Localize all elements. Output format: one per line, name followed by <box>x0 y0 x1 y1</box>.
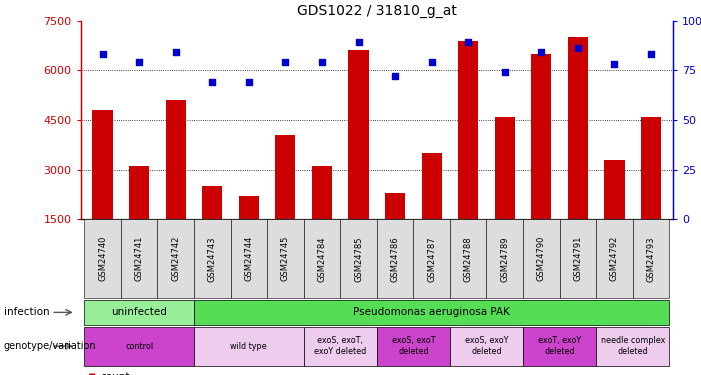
Text: infection: infection <box>4 308 49 317</box>
Text: Pseudomonas aeruginosa PAK: Pseudomonas aeruginosa PAK <box>353 308 510 317</box>
Text: GSM24790: GSM24790 <box>537 236 546 281</box>
Bar <box>312 166 332 219</box>
Bar <box>604 160 625 219</box>
Bar <box>495 117 515 219</box>
Text: exoS, exoT
deleted: exoS, exoT deleted <box>392 336 435 356</box>
Text: GSM24784: GSM24784 <box>318 236 327 282</box>
Title: GDS1022 / 31810_g_at: GDS1022 / 31810_g_at <box>297 4 457 18</box>
Point <box>536 50 547 55</box>
Text: genotype/variation: genotype/variation <box>4 341 96 351</box>
Text: GSM24742: GSM24742 <box>171 236 180 281</box>
Point <box>170 50 182 55</box>
Bar <box>129 166 149 219</box>
Bar <box>202 186 222 219</box>
Text: GSM24744: GSM24744 <box>245 236 253 281</box>
Text: GSM24785: GSM24785 <box>354 236 363 282</box>
Point <box>426 59 437 65</box>
Text: GSM24745: GSM24745 <box>281 236 290 281</box>
Point <box>353 39 364 45</box>
Bar <box>93 110 113 219</box>
Bar <box>165 100 186 219</box>
Bar <box>641 117 661 219</box>
Bar <box>275 135 295 219</box>
Text: GSM24788: GSM24788 <box>463 236 472 282</box>
Text: GSM24743: GSM24743 <box>207 236 217 282</box>
Point <box>572 45 583 51</box>
Text: wild type: wild type <box>231 342 267 351</box>
Text: GSM24740: GSM24740 <box>98 236 107 281</box>
Point <box>280 59 291 65</box>
Point <box>243 79 254 85</box>
Bar <box>531 54 552 219</box>
Bar <box>421 153 442 219</box>
Point <box>646 51 657 57</box>
Text: GSM24793: GSM24793 <box>646 236 655 282</box>
Text: GSM24792: GSM24792 <box>610 236 619 281</box>
Point <box>463 39 474 45</box>
Bar <box>385 193 405 219</box>
Text: GSM24741: GSM24741 <box>135 236 144 281</box>
Text: ▪: ▪ <box>88 370 96 375</box>
Bar <box>458 40 478 219</box>
Point <box>133 59 144 65</box>
Text: GSM24791: GSM24791 <box>573 236 583 281</box>
Point <box>207 79 218 85</box>
Text: needle complex
deleted: needle complex deleted <box>601 336 665 356</box>
Bar <box>239 196 259 219</box>
Bar <box>568 37 588 219</box>
Text: GSM24786: GSM24786 <box>390 236 400 282</box>
Point <box>499 69 510 75</box>
Text: exoS, exoY
deleted: exoS, exoY deleted <box>465 336 508 356</box>
Text: control: control <box>125 342 154 351</box>
Point <box>609 62 620 68</box>
Text: GSM24789: GSM24789 <box>501 236 509 282</box>
Point <box>316 59 327 65</box>
Text: uninfected: uninfected <box>111 308 167 317</box>
Text: exoS, exoT,
exoY deleted: exoS, exoT, exoY deleted <box>314 336 367 356</box>
Text: exoT, exoY
deleted: exoT, exoY deleted <box>538 336 581 356</box>
Text: GSM24787: GSM24787 <box>427 236 436 282</box>
Text: count: count <box>100 372 130 375</box>
Bar <box>348 51 369 219</box>
Point <box>97 51 108 57</box>
Point <box>390 73 401 79</box>
